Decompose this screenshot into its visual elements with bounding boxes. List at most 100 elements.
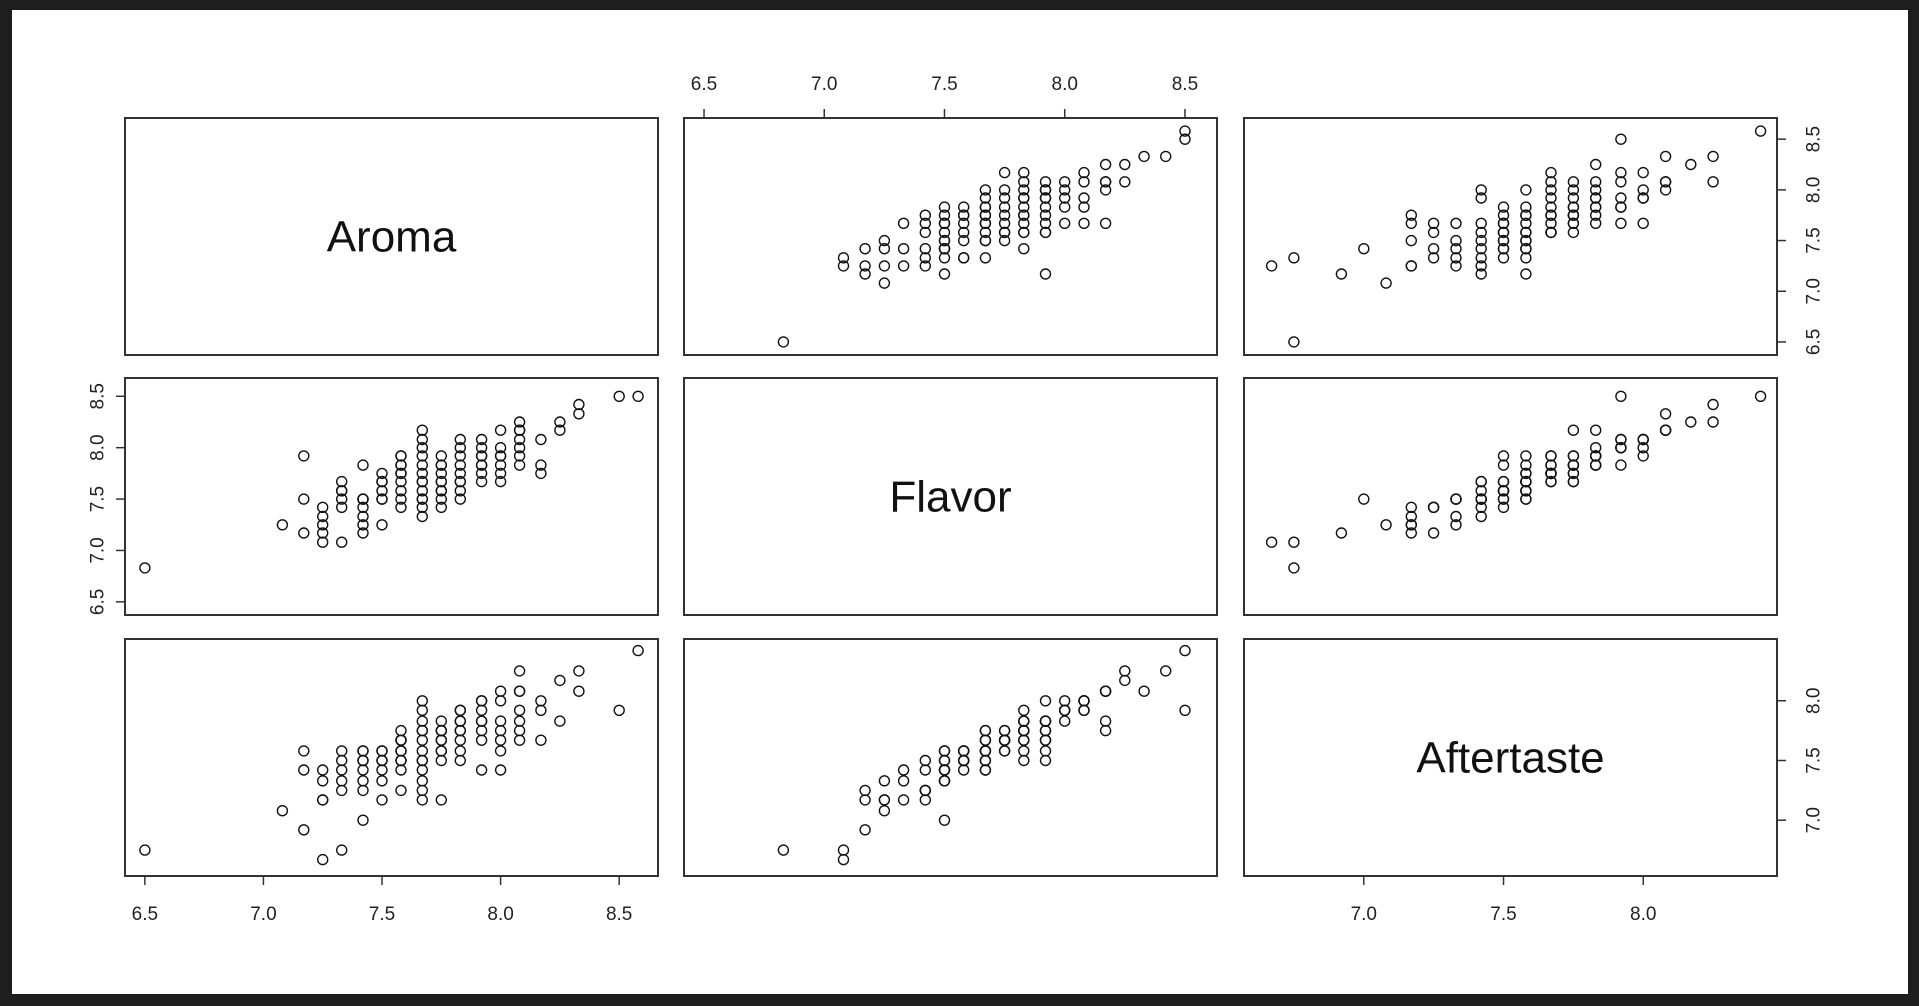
tick-label-aftertaste: 8.0 (1804, 688, 1825, 714)
point-aftertaste-vs-aroma (1475, 268, 1487, 280)
point-aroma-vs-aftertaste (535, 704, 547, 716)
point-aroma-vs-flavor (513, 416, 526, 428)
point-aroma-vs-flavor (357, 459, 369, 471)
point-aroma-vs-flavor (357, 501, 369, 513)
point-aftertaste-vs-aroma (1520, 252, 1532, 264)
point-aftertaste-vs-flavor (1497, 450, 1510, 462)
point-flavor-vs-aroma (958, 234, 970, 247)
point-aroma-vs-flavor (513, 450, 526, 462)
point-aroma-vs-aftertaste (554, 715, 566, 727)
point-aroma-vs-flavor (554, 416, 566, 428)
point-flavor-vs-aroma (958, 201, 970, 213)
point-aftertaste-vs-flavor (1659, 424, 1672, 436)
point-aftertaste-vs-flavor (1707, 416, 1719, 428)
point-flavor-vs-aroma (938, 209, 951, 221)
point-aftertaste-vs-aroma (1380, 277, 1392, 289)
point-flavor-vs-aroma (1058, 192, 1071, 204)
point-flavor-vs-aftertaste (1179, 704, 1191, 716)
point-aroma-vs-aftertaste (494, 734, 507, 746)
point-aftertaste-vs-flavor (1475, 501, 1487, 513)
point-aroma-vs-flavor (494, 459, 507, 471)
point-aroma-vs-flavor (376, 519, 388, 531)
point-aftertaste-vs-flavor (1567, 467, 1580, 480)
point-aftertaste-vs-aroma (1405, 217, 1418, 230)
point-aroma-vs-flavor (513, 424, 526, 436)
point-aroma-vs-flavor (454, 467, 466, 480)
point-flavor-vs-aftertaste (1039, 724, 1052, 737)
point-aroma-vs-aftertaste (454, 754, 466, 767)
point-flavor-vs-aftertaste (1018, 754, 1030, 767)
point-flavor-vs-aroma (998, 226, 1011, 239)
point-flavor-vs-aroma (1018, 176, 1030, 188)
point-aroma-vs-aftertaste (416, 775, 428, 787)
point-aftertaste-vs-flavor (1497, 493, 1510, 505)
point-flavor-vs-aftertaste (837, 853, 850, 866)
point-aroma-vs-flavor (416, 510, 428, 523)
point-aroma-vs-aftertaste (494, 745, 507, 757)
point-flavor-vs-aftertaste (979, 724, 992, 737)
point-flavor-vs-aftertaste (1078, 695, 1090, 707)
point-flavor-vs-aroma (1018, 192, 1030, 204)
point-flavor-vs-aroma (878, 242, 891, 255)
point-aftertaste-vs-flavor (1637, 433, 1649, 446)
point-aftertaste-vs-aroma (1427, 242, 1440, 255)
point-aroma-vs-aftertaste (513, 685, 526, 697)
point-aroma-vs-flavor (376, 493, 388, 505)
point-flavor-vs-aroma (919, 209, 931, 221)
point-aftertaste-vs-flavor (1545, 467, 1557, 480)
point-flavor-vs-aftertaste (998, 734, 1011, 746)
point-aroma-vs-aftertaste (573, 685, 585, 697)
point-flavor-vs-aroma (998, 217, 1011, 230)
point-flavor-vs-aroma (1179, 125, 1191, 137)
point-flavor-vs-aroma (979, 252, 992, 264)
point-aroma-vs-aftertaste (573, 665, 585, 677)
point-aroma-vs-flavor (535, 433, 547, 446)
point-flavor-vs-aftertaste (938, 754, 951, 767)
point-aftertaste-vs-aroma (1707, 150, 1719, 163)
point-aftertaste-vs-flavor (1520, 459, 1532, 471)
panel-frame-r2-c2 (683, 377, 1218, 616)
point-aroma-vs-aftertaste (395, 784, 407, 797)
point-aftertaste-vs-aroma (1450, 242, 1462, 255)
point-flavor-vs-aroma (1039, 176, 1052, 188)
point-aroma-vs-flavor (298, 527, 310, 539)
point-aroma-vs-flavor (475, 442, 488, 454)
point-aftertaste-vs-aroma (1475, 260, 1487, 272)
point-flavor-vs-aroma (979, 184, 992, 196)
point-aftertaste-vs-flavor (1380, 519, 1392, 531)
point-aroma-vs-aftertaste (416, 764, 428, 776)
point-aftertaste-vs-aroma (1545, 226, 1557, 239)
point-flavor-vs-aroma (938, 201, 951, 213)
panel-frame-r1-c3 (1243, 117, 1778, 356)
point-aroma-vs-flavor (475, 467, 488, 480)
point-aroma-vs-aftertaste (416, 695, 428, 707)
tick-label-aroma: 7.0 (1804, 278, 1825, 304)
point-aroma-vs-flavor (416, 467, 428, 480)
tick-label-flavor: 8.5 (1172, 74, 1198, 95)
point-aftertaste-vs-aroma (1545, 201, 1557, 213)
point-aftertaste-vs-aroma (1475, 184, 1487, 196)
point-aftertaste-vs-flavor (1589, 459, 1602, 471)
point-aroma-vs-aftertaste (475, 704, 488, 716)
point-flavor-vs-aftertaste (1018, 715, 1030, 727)
point-aftertaste-vs-aroma (1589, 217, 1602, 230)
point-aftertaste-vs-aroma (1659, 184, 1672, 196)
point-aroma-vs-flavor (376, 467, 388, 480)
point-aftertaste-vs-aroma (1520, 217, 1532, 230)
point-flavor-vs-aftertaste (878, 805, 891, 817)
point-aroma-vs-flavor (357, 493, 369, 505)
point-aroma-vs-aftertaste (336, 754, 348, 767)
point-aroma-vs-aftertaste (395, 745, 407, 757)
point-aroma-vs-aftertaste (298, 764, 310, 776)
point-flavor-vs-aftertaste (1039, 715, 1052, 727)
point-aftertaste-vs-aroma (1637, 217, 1649, 230)
point-flavor-vs-aftertaste (958, 764, 970, 776)
point-flavor-vs-aftertaste (878, 775, 891, 787)
point-aftertaste-vs-aroma (1589, 201, 1602, 213)
point-flavor-vs-aftertaste (1018, 745, 1030, 757)
tick-label-aroma: 8.0 (487, 904, 513, 925)
point-flavor-vs-aroma (1018, 184, 1030, 196)
point-aroma-vs-aftertaste (494, 724, 507, 737)
point-aftertaste-vs-flavor (1589, 442, 1602, 454)
point-aftertaste-vs-aroma (1545, 166, 1557, 179)
